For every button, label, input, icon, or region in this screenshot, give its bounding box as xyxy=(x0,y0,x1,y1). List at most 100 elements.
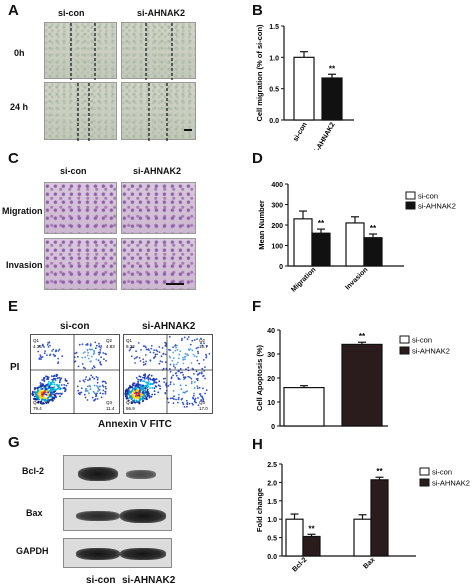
flow-event-dot xyxy=(53,386,56,388)
flow-event-dot xyxy=(65,384,68,387)
flow-event-dot xyxy=(177,378,180,380)
flow-event-dot xyxy=(147,375,150,377)
flow-event-dot xyxy=(161,361,163,363)
flow-event-dot xyxy=(38,391,41,393)
flow-event-dot xyxy=(167,385,170,387)
flow-event-dot xyxy=(57,392,60,395)
y-tick-label: 2.0 xyxy=(267,480,277,487)
flow-event-dot xyxy=(178,393,180,396)
quadrant-label: 17.0 xyxy=(199,406,208,411)
y-tick-label: 300 xyxy=(271,203,283,210)
x-tick-label: Bax xyxy=(362,556,376,570)
flow-event-dot xyxy=(136,356,138,358)
flow-event-dot xyxy=(128,390,131,393)
flow-event-dot xyxy=(98,353,100,356)
y-tick-label: 0.0 xyxy=(269,118,279,125)
flow-event-dot xyxy=(52,391,55,393)
flow-event-dot xyxy=(135,377,138,379)
flow-event-dot xyxy=(154,353,157,356)
flow-event-dot xyxy=(146,393,149,396)
flow-event-dot xyxy=(200,372,203,375)
flow-event-dot xyxy=(81,356,84,359)
flow-event-dot xyxy=(99,361,101,364)
flow-event-dot xyxy=(39,358,42,360)
flow-event-dot xyxy=(146,388,149,391)
flow-event-dot xyxy=(185,399,188,402)
scratch-image-siahnak2-24h xyxy=(121,82,196,141)
flow-event-dot xyxy=(202,397,204,400)
flow-event-dot xyxy=(159,360,162,362)
flow-event-dot xyxy=(195,370,198,373)
flow-event-dot xyxy=(141,400,144,403)
flow-event-dot xyxy=(55,349,57,352)
blot-lane-label: si-AHNAK2 xyxy=(122,575,176,586)
flow-event-dot xyxy=(154,385,157,387)
flow-event-dot xyxy=(183,406,186,408)
flow-event-dot xyxy=(169,363,172,366)
flow-event-dot xyxy=(168,348,170,351)
flow-event-dot xyxy=(46,354,48,356)
x-tick-label: Migration xyxy=(290,266,317,293)
flow-event-dot xyxy=(148,396,151,399)
flow-event-dot xyxy=(156,350,159,353)
flow-event-dot xyxy=(203,370,206,372)
flow-event-dot xyxy=(179,367,182,370)
flow-event-dot xyxy=(147,381,150,383)
flow-event-dot xyxy=(145,398,148,401)
flow-event-dot xyxy=(77,365,80,368)
flow-event-dot xyxy=(89,344,92,347)
flow-event-dot xyxy=(41,379,44,381)
flow-event-dot xyxy=(45,402,48,405)
flow-event-dot xyxy=(142,380,144,382)
flow-event-dot xyxy=(96,381,99,384)
flow-event-dot xyxy=(134,397,136,399)
flow-event-dot xyxy=(125,390,128,393)
flow-event-dot xyxy=(37,400,40,403)
chart-b: 0.0 0.5 1.0 1.5 Cell migration (% of si-con)… xyxy=(255,24,354,150)
quadrant-label: 4.35 xyxy=(33,344,42,349)
y-axis-label: Mean Number xyxy=(257,200,266,250)
y-tick-label: 0.5 xyxy=(269,87,279,94)
flow-event-dot xyxy=(92,390,95,393)
flow-event-dot xyxy=(175,374,178,377)
flow-event-dot xyxy=(152,351,155,354)
flow-event-dot xyxy=(135,350,137,353)
flow-event-dot xyxy=(50,382,53,385)
flow-event-dot xyxy=(50,387,53,390)
blot-gapdh xyxy=(63,538,172,568)
flow-event-dot xyxy=(100,396,103,399)
flow-event-dot xyxy=(54,377,57,380)
flow-event-dot xyxy=(96,398,99,400)
blot-band xyxy=(120,548,166,560)
flow-event-dot xyxy=(84,378,87,381)
flow-event-dot xyxy=(190,377,193,380)
flow-event-dot xyxy=(60,384,63,386)
flow-event-dot xyxy=(37,350,40,353)
flow-event-dot xyxy=(95,347,97,350)
flow-event-dot xyxy=(182,403,185,406)
y-axis-label: Cell migration (% of si-con) xyxy=(255,24,264,122)
flow-event-dot xyxy=(187,348,190,351)
flow-event-dot xyxy=(91,376,94,379)
flow-event-dot xyxy=(184,355,187,358)
flow-event-dot xyxy=(196,338,198,340)
flow-event-dot xyxy=(134,384,137,387)
flow-event-dot xyxy=(145,385,147,388)
flow-event-dot xyxy=(48,341,51,344)
significance-mark: ** xyxy=(329,64,336,73)
y-tick-label: 0 xyxy=(271,424,275,431)
flow-event-dot xyxy=(47,376,50,379)
flow-event-dot xyxy=(144,387,147,390)
flow-event-dot xyxy=(177,398,180,401)
flow-event-dot xyxy=(164,341,167,344)
flow-event-dot xyxy=(129,386,132,389)
flow-event-dot xyxy=(168,355,171,358)
flow-event-dot xyxy=(169,368,171,370)
flow-event-dot xyxy=(155,349,158,352)
flow-event-dot xyxy=(125,397,128,400)
flow-event-dot xyxy=(97,359,100,362)
flow-event-dot xyxy=(39,355,42,358)
flow-event-dot xyxy=(200,342,202,345)
flow-event-dot xyxy=(57,388,59,390)
